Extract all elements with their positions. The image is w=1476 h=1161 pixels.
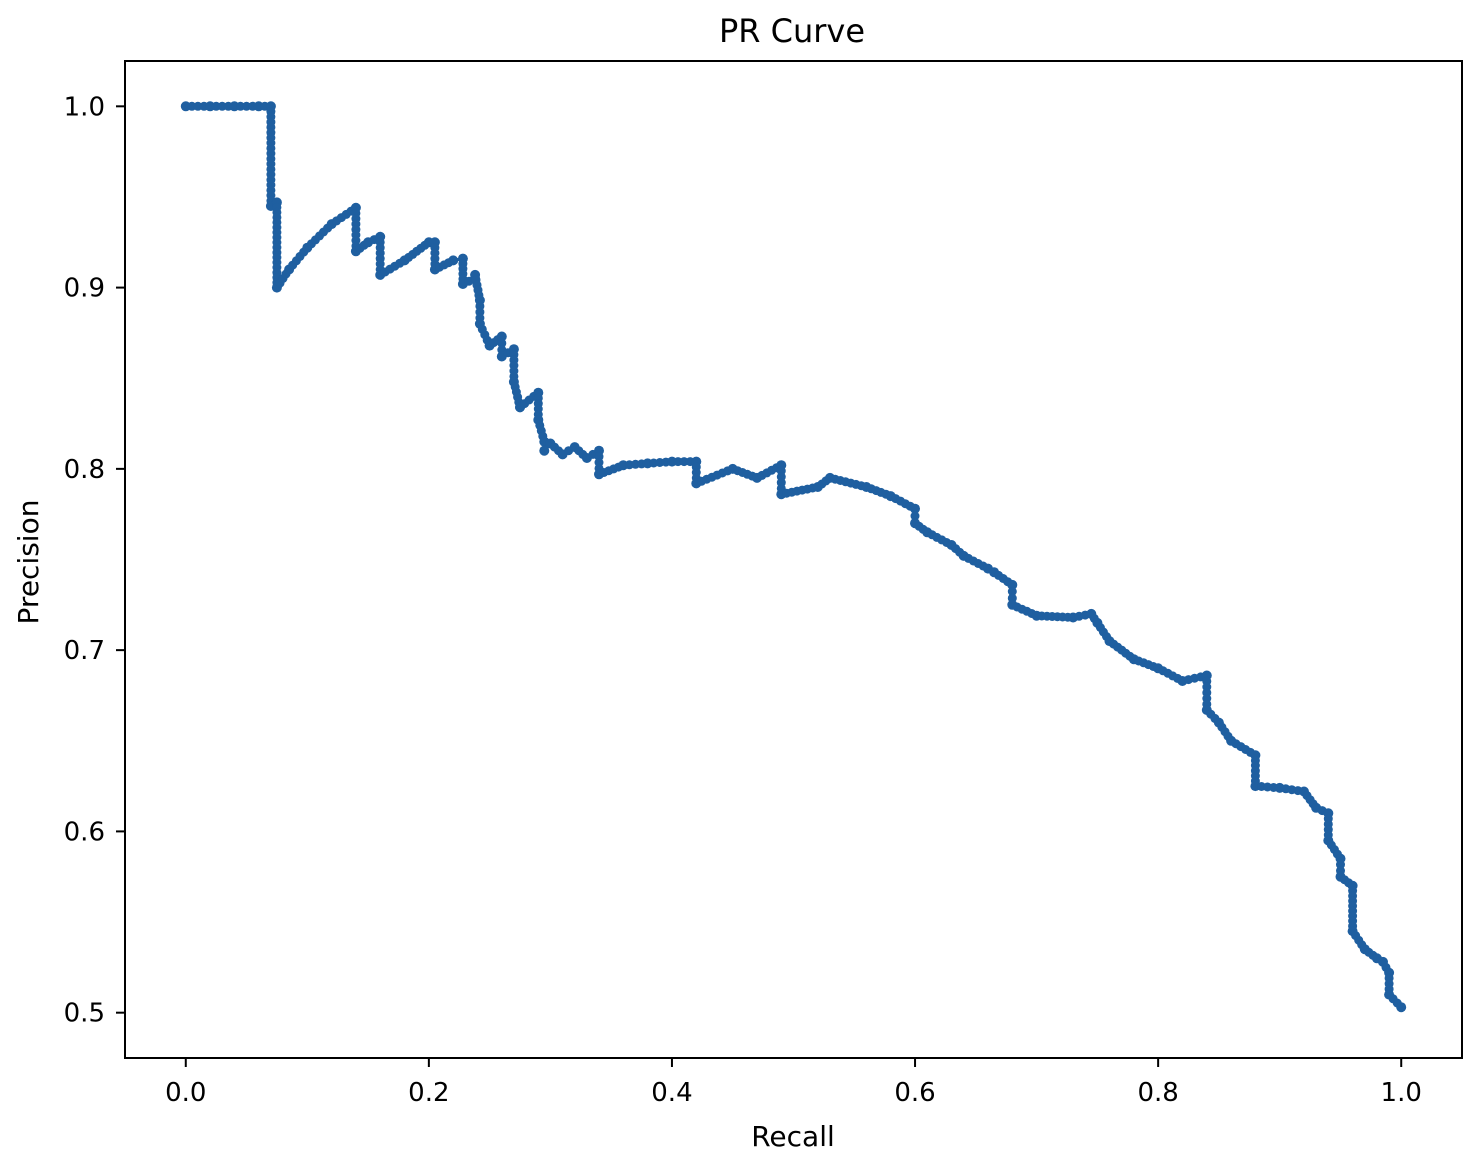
y-tick-label: 1.0 xyxy=(64,92,105,122)
x-tick-label: 1.0 xyxy=(1381,1078,1422,1108)
data-layer xyxy=(180,101,1407,1013)
y-tick-label: 0.6 xyxy=(64,817,105,847)
y-tick-label: 0.5 xyxy=(64,999,105,1029)
pr-curve-point xyxy=(496,331,507,342)
pr-curve-point xyxy=(1396,1002,1407,1013)
y-axis-label: Precision xyxy=(12,500,45,625)
x-tick-label: 0.4 xyxy=(651,1078,692,1108)
pr-curve-point xyxy=(539,445,550,456)
pr-curve-point xyxy=(910,503,920,514)
y-axis-ticks: 0.5 0.6 0.7 0.8 0.9 1.0 xyxy=(64,92,125,1029)
pr-curve-marker xyxy=(1007,587,1017,596)
x-axis-ticks: 0.0 0.2 0.4 0.6 0.8 1.0 xyxy=(165,1058,1422,1108)
x-tick-label: 0.2 xyxy=(408,1078,449,1108)
axes-frame xyxy=(124,60,1463,1059)
x-tick-label: 0.8 xyxy=(1137,1078,1178,1108)
y-tick-label: 0.7 xyxy=(64,636,105,666)
pr-curve-point xyxy=(448,255,459,266)
x-tick-label: 0.6 xyxy=(894,1078,935,1108)
plot-area xyxy=(124,60,1463,1059)
pr-curve-marker xyxy=(497,338,507,348)
pr-curve-point xyxy=(1007,579,1018,590)
x-tick-label: 0.0 xyxy=(165,1078,206,1108)
pr-curve-marker xyxy=(910,511,920,521)
y-tick-label: 0.9 xyxy=(64,274,105,304)
chart-title: PR Curve xyxy=(719,12,865,50)
x-axis-label: Recall xyxy=(751,1120,835,1153)
y-tick-label: 0.8 xyxy=(64,455,105,485)
